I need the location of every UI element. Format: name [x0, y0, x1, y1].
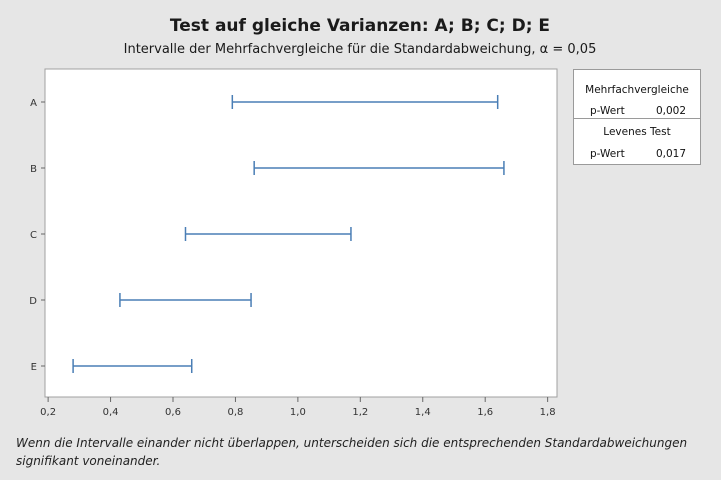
multi-comparisons-header: Mehrfachvergleiche: [585, 84, 689, 96]
y-tick-label: B: [30, 164, 37, 175]
levene-header: Levenes Test: [603, 126, 671, 138]
plot-area: [44, 68, 558, 398]
interval-c: [184, 227, 352, 241]
x-tick-label: 0,6: [165, 407, 181, 418]
footnote-line-2: signifikant voneinander.: [16, 454, 161, 468]
y-axis: A B C D E: [29, 98, 45, 373]
y-tick-label: D: [29, 296, 37, 307]
multi-p-value: 0,002: [655, 105, 686, 117]
levene-p-label: p-Wert: [590, 148, 625, 160]
footnote: Wenn die Intervalle einander nicht überl…: [16, 434, 716, 470]
stats-divider: [574, 118, 700, 119]
x-tick-label: 0,4: [103, 407, 119, 418]
x-tick-label: 1,2: [352, 407, 368, 418]
y-tick-label: C: [30, 230, 37, 241]
stats-table: Mehrfachvergleiche p-Wert 0,002 Levenes …: [573, 69, 701, 165]
x-tick-label: 1,0: [290, 407, 306, 418]
intervals: [72, 95, 505, 373]
y-tick-label: E: [31, 362, 37, 373]
chart-title: Test auf gleiche Varianzen: A; B; C; D; …: [170, 16, 550, 36]
interval-b: [253, 161, 505, 175]
chart-subtitle: Intervalle der Mehrfachvergleiche für di…: [124, 42, 597, 57]
x-tick-label: 1,8: [540, 407, 556, 418]
chart: Test auf gleiche Varianzen: A; B; C; D; …: [29, 16, 597, 418]
levene-p-value: 0,017: [655, 148, 686, 160]
footnote-line-1: Wenn die Intervalle einander nicht überl…: [16, 436, 688, 450]
y-tick-label: A: [30, 98, 37, 109]
interval-d: [119, 293, 252, 307]
interval-e: [72, 359, 193, 373]
x-tick-label: 1,4: [415, 407, 431, 418]
multi-p-label: p-Wert: [590, 105, 625, 117]
x-tick-label: 0,8: [227, 407, 243, 418]
interval-a: [231, 95, 499, 109]
x-axis: 0,2 0,4 0,6 0,8 1,0 1,2 1,4 1,6 1,8: [40, 397, 556, 418]
x-tick-label: 1,6: [477, 407, 493, 418]
x-tick-label: 0,2: [40, 407, 56, 418]
